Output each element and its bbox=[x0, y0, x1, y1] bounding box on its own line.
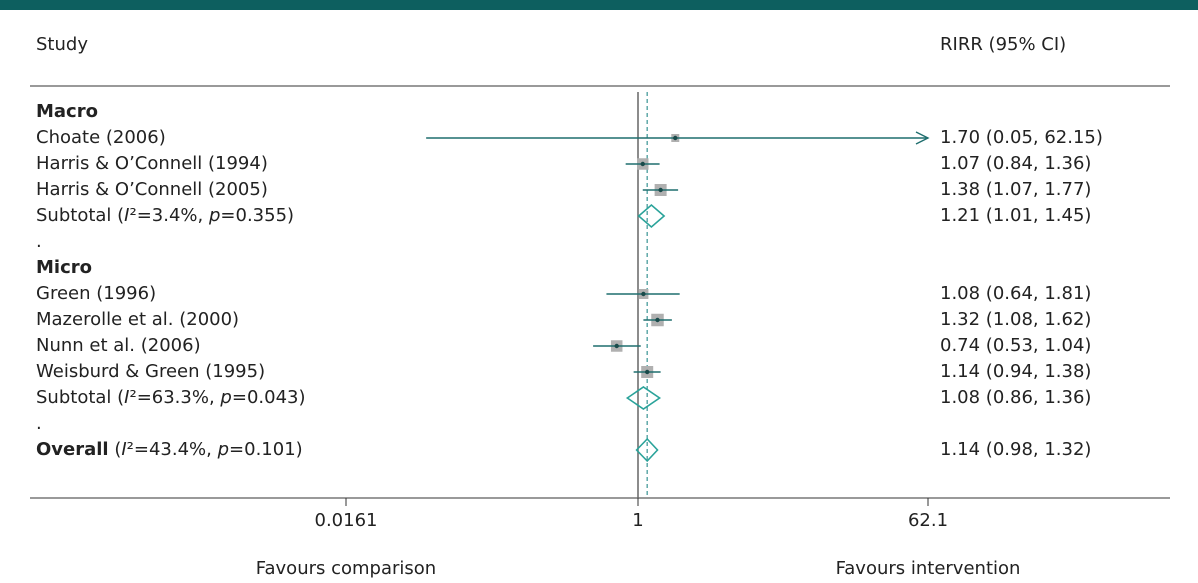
study-ci-text: 1.08 (0.64, 1.81) bbox=[940, 283, 1092, 304]
overall-diamond bbox=[635, 437, 659, 463]
ci-arrow-right bbox=[915, 131, 930, 145]
study-point-estimate bbox=[673, 135, 678, 141]
group-heading: Micro bbox=[36, 257, 92, 278]
top-color-band bbox=[0, 0, 1198, 10]
study-ci-text: 1.14 (0.94, 1.38) bbox=[940, 361, 1092, 382]
study-point-estimate bbox=[655, 317, 660, 323]
x-tick-label: 1 bbox=[632, 510, 644, 531]
study-label: Mazerolle et al. (2000) bbox=[36, 309, 240, 330]
subtotal-diamond bbox=[637, 203, 666, 229]
ci-column-header: RIRR (95% CI) bbox=[940, 34, 1067, 55]
study-point-estimate bbox=[614, 343, 619, 349]
study-label: Weisburd & Green (1995) bbox=[36, 361, 266, 382]
overall-label: Overall (I²=43.4%, p=0.101) bbox=[36, 439, 303, 460]
study-point-estimate bbox=[658, 187, 663, 193]
subtotal-ci-text: 1.21 (1.01, 1.45) bbox=[940, 205, 1092, 226]
study-label: Harris & O’Connell (2005) bbox=[36, 179, 268, 200]
study-label: Harris & O’Connell (1994) bbox=[36, 153, 268, 174]
study-point-estimate bbox=[640, 161, 645, 167]
x-tick-label: 62.1 bbox=[907, 510, 949, 531]
study-ci-text: 1.70 (0.05, 62.15) bbox=[940, 127, 1103, 148]
subtotal-label: Subtotal (I²=3.4%, p=0.355) bbox=[36, 205, 295, 226]
group-heading: Macro bbox=[36, 101, 98, 122]
study-ci-text: 1.07 (0.84, 1.36) bbox=[940, 153, 1092, 174]
study-label: Nunn et al. (2006) bbox=[36, 335, 201, 356]
row-spacer-dot: . bbox=[36, 413, 42, 434]
study-point-estimate bbox=[641, 291, 646, 297]
study-label: Choate (2006) bbox=[36, 127, 166, 148]
study-ci-text: 1.38 (1.07, 1.77) bbox=[940, 179, 1092, 200]
study-column-header: Study bbox=[36, 34, 88, 55]
subtotal-ci-text: 1.08 (0.86, 1.36) bbox=[940, 387, 1092, 408]
row-spacer-dot: . bbox=[36, 231, 42, 252]
study-ci-text: 0.74 (0.53, 1.04) bbox=[940, 335, 1092, 356]
subtotal-diamond bbox=[625, 386, 662, 410]
subtotal-label: Subtotal (I²=63.3%, p=0.043) bbox=[36, 387, 306, 408]
overall-ci-text: 1.14 (0.98, 1.32) bbox=[940, 439, 1092, 460]
study-label: Green (1996) bbox=[36, 283, 157, 304]
study-ci-text: 1.32 (1.08, 1.62) bbox=[940, 309, 1092, 330]
favours-comparison-label: Favours comparison bbox=[255, 558, 437, 579]
x-tick-label: 0.0161 bbox=[314, 510, 378, 531]
favours-intervention-label: Favours intervention bbox=[835, 558, 1021, 579]
study-point-estimate bbox=[645, 369, 650, 375]
